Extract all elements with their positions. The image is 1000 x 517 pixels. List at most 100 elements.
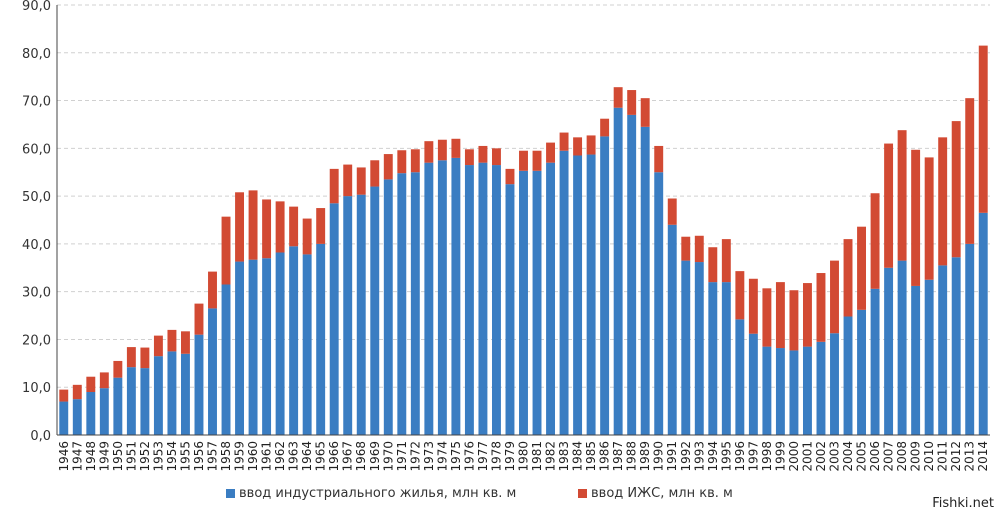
x-tick-label: 1983 [557, 441, 571, 472]
y-tick-label: 20,0 [22, 333, 51, 348]
x-tick-label: 1963 [287, 441, 301, 472]
bar-industrial [924, 279, 934, 435]
bar-izhs [505, 168, 515, 185]
bar-izhs [464, 149, 474, 166]
legend-label-izhs: ввод ИЖС, млн кв. м [591, 486, 733, 501]
x-tick-label: 1951 [124, 441, 138, 472]
bar-industrial [221, 284, 231, 435]
bar-industrial [694, 262, 704, 435]
x-tick-label: 1996 [733, 441, 747, 472]
x-tick-label: 1999 [773, 441, 787, 472]
bar-izhs [897, 130, 907, 261]
bar-industrial [410, 172, 420, 435]
bar-izhs [802, 283, 812, 347]
x-tick-label: 1980 [517, 441, 531, 472]
bar-industrial [451, 157, 461, 435]
bar-izhs [221, 216, 231, 285]
x-tick-label: 1986 [598, 441, 612, 472]
bar-industrial [802, 346, 812, 435]
x-tick-label: 1974 [435, 441, 449, 472]
bar-industrial [113, 377, 123, 435]
bar-industrial [789, 350, 799, 435]
legend: ввод индустриального жилья, млн кв. м вв… [0, 486, 1000, 506]
bar-izhs [153, 335, 163, 357]
x-tick-label: 1965 [314, 441, 328, 472]
bar-izhs [681, 236, 691, 261]
x-tick-label: 1958 [219, 441, 233, 472]
bar-izhs [694, 235, 704, 263]
bar-izhs [559, 132, 569, 151]
bar-industrial [397, 173, 407, 435]
bar-industrial [383, 179, 393, 435]
bar-izhs [843, 239, 853, 317]
x-tick-label: 1953 [151, 441, 165, 472]
bar-industrial [194, 334, 204, 435]
x-tick-label: 1988 [625, 441, 639, 472]
x-tick-label: 2008 [895, 441, 909, 472]
bar-industrial [748, 333, 758, 435]
x-tick-label: 2013 [963, 441, 977, 472]
y-tick-label: 50,0 [22, 190, 51, 205]
bar-izhs [248, 190, 258, 260]
x-tick-label: 1968 [354, 441, 368, 472]
bar-izhs [573, 137, 583, 156]
bar-industrial [140, 368, 150, 435]
bar-izhs [356, 167, 366, 195]
bar-industrial [343, 196, 353, 435]
bar-izhs [59, 389, 69, 402]
x-tick-label: 1989 [638, 441, 652, 472]
bar-industrial [681, 260, 691, 435]
legend-label-industrial: ввод индустриального жилья, млн кв. м [239, 486, 517, 501]
bar-industrial [370, 186, 380, 435]
x-tick-label: 1976 [462, 441, 476, 472]
bar-industrial [667, 224, 677, 435]
bar-izhs [532, 150, 542, 171]
bar-industrial [275, 252, 285, 435]
bar-izhs [113, 360, 123, 378]
bar-izhs [126, 347, 136, 368]
bar-industrial [897, 260, 907, 435]
y-axis-tick-labels: 0,0 10,0 20,0 30,0 40,0 50,0 60,0 70,0 80,0 90,0 [22, 0, 51, 444]
x-tick-label: 1998 [760, 441, 774, 472]
x-tick-label: 1991 [665, 441, 679, 472]
x-tick-label: 2014 [976, 441, 990, 472]
bar-izhs [99, 372, 109, 389]
bar-industrial [302, 254, 312, 435]
bar-industrial [464, 165, 474, 436]
bar-industrial [180, 353, 190, 435]
x-tick-label: 1947 [70, 441, 84, 472]
x-tick-label: 1952 [138, 441, 152, 472]
x-tick-label: 1949 [97, 441, 111, 472]
x-tick-label: 1997 [746, 441, 760, 472]
bar-industrial [519, 170, 528, 436]
bar-izhs [721, 239, 731, 283]
x-tick-label: 1972 [408, 441, 422, 472]
bar-industrial [235, 261, 245, 435]
x-tick-label: 2010 [922, 441, 936, 472]
bar-industrial [72, 399, 82, 435]
x-axis-tick-labels: 1946 1947 1948 1949 1950 1951 1952 1953 1954 1955… [57, 441, 990, 472]
bar-izhs [640, 98, 650, 127]
bar-izhs [208, 271, 217, 309]
bar-industrial [316, 243, 326, 435]
bar-izhs [275, 201, 285, 253]
bar-izhs [329, 168, 339, 204]
x-tick-label: 1981 [530, 441, 544, 472]
x-tick-label: 1948 [84, 441, 98, 472]
bars [59, 45, 988, 436]
x-tick-label: 2011 [936, 441, 950, 472]
x-tick-label: 1987 [611, 441, 625, 472]
bar-industrial [532, 170, 542, 436]
bar-izhs [140, 347, 150, 369]
legend-item-izhs: ввод ИЖС, млн кв. м [578, 486, 733, 501]
bar-izhs [302, 218, 312, 255]
bar-industrial [965, 243, 975, 435]
bar-industrial [289, 246, 299, 435]
x-tick-label: 1955 [178, 441, 192, 472]
bar-industrial [708, 282, 718, 435]
bar-izhs [397, 150, 407, 174]
x-tick-label: 2000 [787, 441, 801, 472]
x-tick-label: 1959 [233, 441, 247, 472]
y-tick-label: 60,0 [22, 142, 51, 157]
bar-industrial [424, 162, 434, 435]
